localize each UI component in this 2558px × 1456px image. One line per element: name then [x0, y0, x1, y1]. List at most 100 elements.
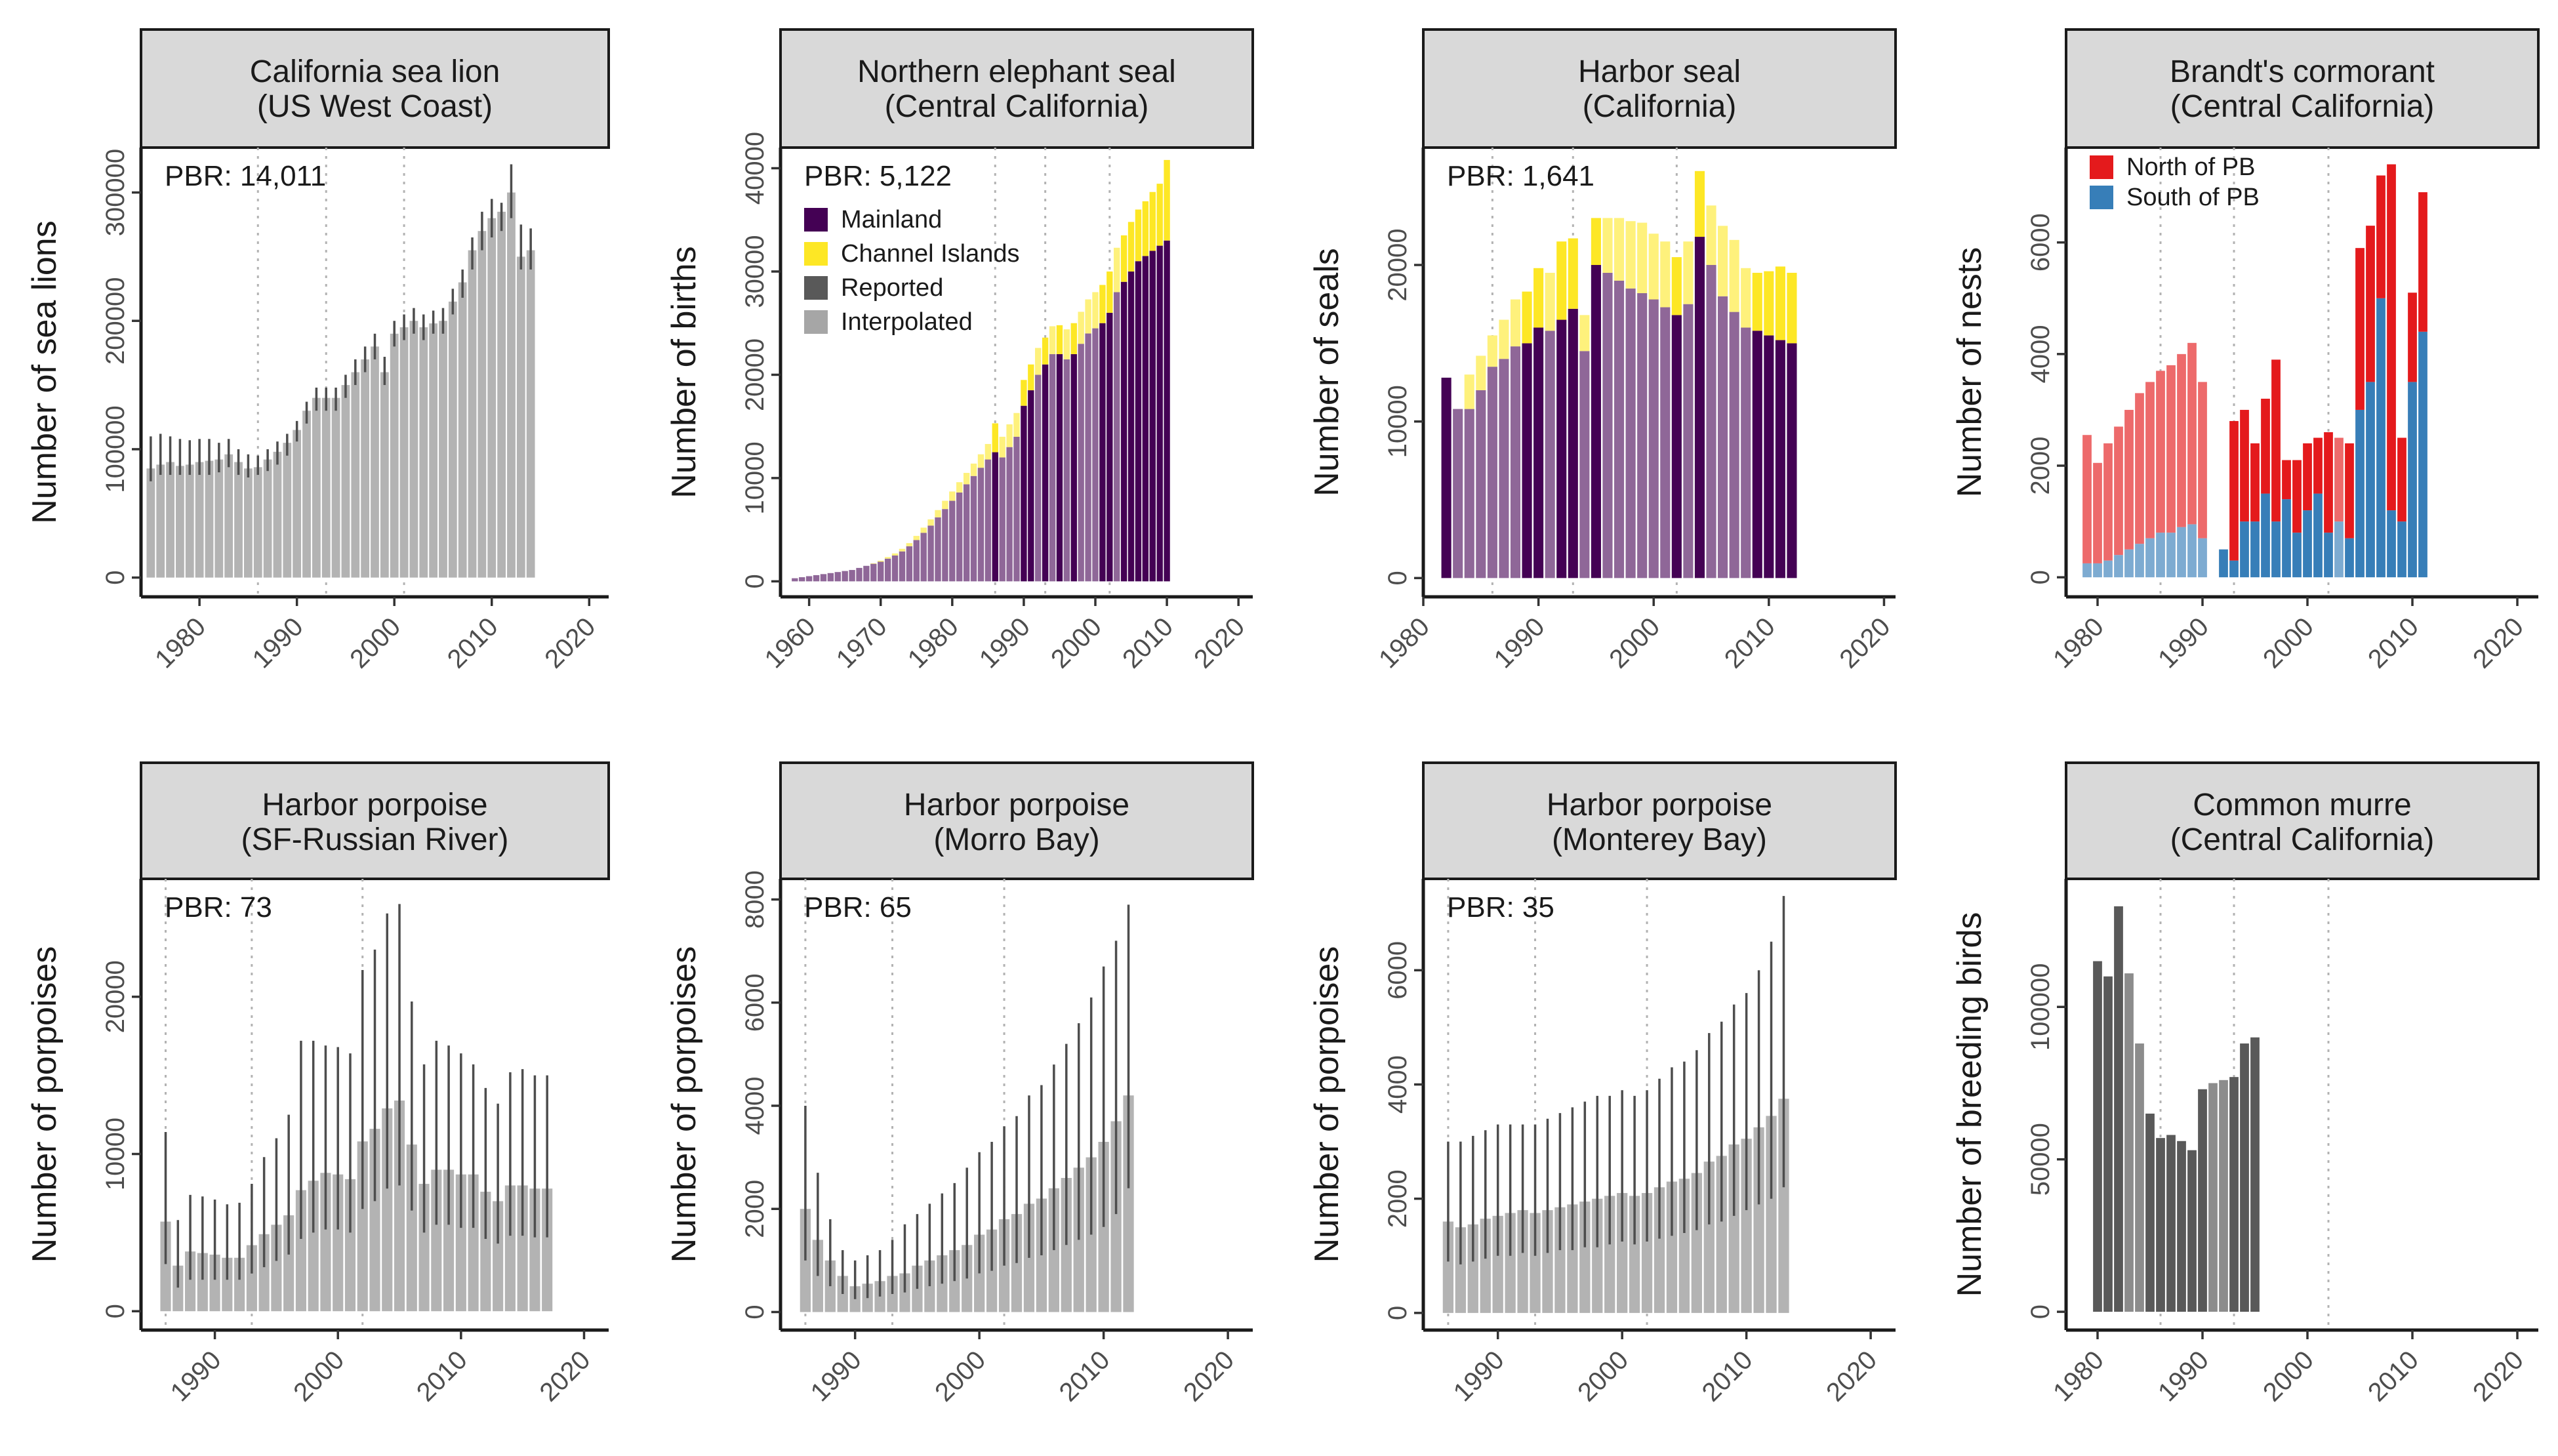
y-axis-title: Number of sea lions — [26, 220, 64, 523]
legend-label: Interpolated — [841, 308, 973, 336]
bar-channel-islands-1972 — [891, 553, 899, 556]
bar-south-of-pb-1998 — [2282, 499, 2291, 578]
bar-south-of-pb-1990 — [2198, 538, 2207, 578]
bar-mainland-1974 — [906, 546, 913, 582]
bar-count-2003 — [369, 1129, 380, 1312]
y-tick-label: 4000 — [741, 1076, 769, 1135]
bar-count-2013 — [1778, 1099, 1789, 1313]
bar-count-1995 — [341, 385, 350, 578]
bar-count-1999 — [380, 372, 389, 578]
x-tick-label: 2000 — [1572, 1345, 1634, 1407]
y-tick-label: 200000 — [101, 277, 130, 364]
bar-mainland-1997 — [1070, 354, 1077, 582]
bar-mainland-1969 — [870, 563, 877, 582]
x-tick-label: 2010 — [442, 612, 504, 674]
bar-mainland-1983 — [970, 475, 977, 582]
bar-mainland-1975 — [913, 540, 920, 582]
bar-channel-islands-1970 — [878, 560, 884, 562]
x-tick-label: 2020 — [534, 1345, 596, 1407]
panel-murre: Common murre(Central California) 1980 1990… — [1951, 761, 2540, 1407]
bar-mainland-1994 — [1579, 351, 1590, 578]
bar-mainland-1990 — [1021, 405, 1027, 582]
bar-mainland-1999 — [1637, 293, 1648, 578]
bar-count-2000 — [390, 333, 399, 578]
bar-north-of-pb-1999 — [2292, 460, 2302, 533]
x-tick-label: 1990 — [1448, 1345, 1510, 1407]
y-tick-label: 100000 — [101, 405, 130, 493]
bar-count-2017 — [542, 1188, 553, 1312]
bar-channel-islands-2005 — [1127, 222, 1135, 272]
bar-mainland-1971 — [884, 558, 891, 582]
bar-count-1991 — [2208, 1083, 2218, 1312]
panel-strip — [140, 28, 610, 149]
bar-channel-islands-2008 — [1149, 192, 1156, 251]
bar-count-1986 — [2156, 1138, 2165, 1312]
panel-subtitle: (US West Coast) — [257, 89, 493, 124]
bar-channel-islands-2000 — [1092, 292, 1099, 329]
bar-channel-islands-2011 — [1775, 266, 1785, 340]
y-tick-label: 10000 — [101, 1118, 130, 1190]
bar-count-1990 — [2198, 1089, 2207, 1312]
bar-count-2006 — [406, 1144, 417, 1312]
bar-channel-islands-2009 — [1156, 184, 1163, 246]
bar-count-1998 — [371, 346, 379, 578]
bar-south-of-pb-1979 — [2082, 563, 2092, 578]
bar-count-1982 — [214, 459, 224, 578]
bar-count-1989 — [1480, 1219, 1491, 1313]
bar-north-of-pb-1989 — [2187, 342, 2197, 525]
bar-north-of-pb-2003 — [2334, 437, 2344, 522]
bar-mainland-2008 — [1741, 327, 1751, 578]
panel-strip — [140, 761, 610, 880]
bar-south-of-pb-2000 — [2303, 510, 2312, 578]
y-tick-label: 40000 — [741, 132, 769, 205]
y-tick-label: 20000 — [101, 960, 130, 1033]
panel-subtitle: (Central California) — [885, 89, 1149, 124]
bar-channel-islands-1990 — [1533, 268, 1544, 328]
bar-count-1987 — [1455, 1227, 1466, 1313]
bar-channel-islands-1989 — [1013, 413, 1020, 437]
bar-count-2012 — [1123, 1095, 1134, 1312]
bar-channel-islands-1973 — [899, 548, 906, 552]
bar-north-of-pb-1982 — [2114, 426, 2123, 556]
bar-north-of-pb-1996 — [2261, 398, 2270, 494]
panel-harborseal: Harbor seal(California) 1980 1990 2000 2010 2… — [1308, 28, 1897, 674]
bar-channel-islands-1990 — [1021, 380, 1027, 406]
bar-mainland-2004 — [1694, 237, 1705, 578]
x-tick-label: 2020 — [2467, 1345, 2529, 1407]
bar-channel-islands-1986 — [1487, 335, 1497, 367]
y-tick-label: 30000 — [741, 235, 769, 308]
bar-south-of-pb-1987 — [2166, 533, 2176, 578]
bar-channel-islands-2001 — [1660, 241, 1671, 308]
bar-count-2002 — [357, 1141, 368, 1312]
bar-mainland-1999 — [1085, 333, 1091, 582]
bar-count-1993 — [1530, 1213, 1541, 1313]
bar-south-of-pb-2003 — [2334, 521, 2344, 578]
bar-channel-islands-2007 — [1729, 239, 1739, 312]
bar-count-2003 — [419, 327, 428, 578]
bar-count-1981 — [205, 460, 214, 578]
bar-mainland-2005 — [1127, 271, 1135, 582]
bar-channel-islands-2000 — [1648, 233, 1659, 300]
bar-count-1990 — [209, 1254, 220, 1312]
bar-count-1995 — [271, 1224, 282, 1312]
bar-channel-islands-2009 — [1752, 272, 1762, 331]
bar-channel-islands-1999 — [1637, 222, 1648, 293]
x-tick-label: 1990 — [805, 1345, 867, 1407]
bar-mainland-1998 — [1625, 288, 1636, 578]
panel-strip — [2065, 761, 2540, 880]
panel-subtitle: (Central California) — [2170, 89, 2435, 124]
bar-count-1988 — [184, 1251, 196, 1312]
bar-count-2004 — [429, 323, 438, 578]
bar-channel-islands-2008 — [1741, 268, 1751, 328]
pbr-label: PBR: 65 — [804, 891, 912, 923]
y-axis-title: Number of nests — [1951, 247, 1989, 498]
bar-channel-islands-1986 — [992, 423, 998, 453]
bar-count-1992 — [2219, 1080, 2228, 1312]
bar-count-2008 — [468, 250, 477, 578]
bar-south-of-pb-1994 — [2240, 521, 2249, 578]
bar-channel-islands-1995 — [1591, 218, 1601, 266]
x-tick-label: 2010 — [1719, 612, 1781, 674]
bar-mainland-1997 — [1614, 280, 1625, 578]
bar-north-of-pb-2002 — [2324, 432, 2333, 533]
bar-mainland-1992 — [1035, 374, 1042, 582]
